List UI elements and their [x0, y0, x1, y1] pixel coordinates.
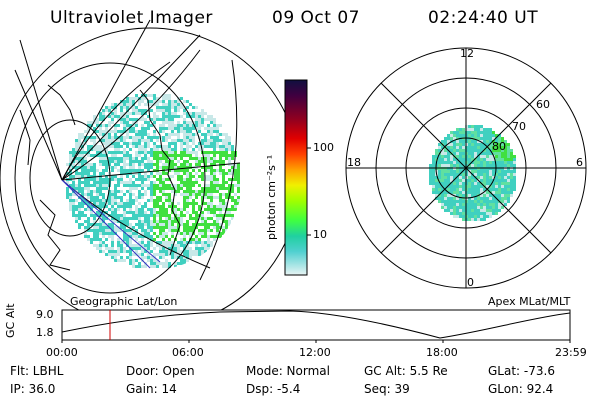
mlt-label-6: 6 [576, 156, 583, 169]
instrument-title: Ultraviolet Imager [50, 8, 213, 28]
date-label: 09 Oct 07 [272, 8, 360, 28]
info-door: Door: Open [126, 364, 195, 378]
info-flt: Flt: LBHL [10, 364, 64, 378]
polar-map [345, 47, 587, 289]
info-mode: Mode: Normal [246, 364, 330, 378]
time-tick-0000: 00:00 [46, 346, 78, 359]
satellite-track [61, 179, 161, 269]
info-seq: Seq: 39 [364, 382, 410, 396]
apex-panel-label: Apex MLat/MLT [488, 295, 571, 308]
info-glon: GLon: 92.4 [488, 382, 554, 396]
colorbar [284, 79, 311, 276]
lat-label-70: 70 [512, 120, 526, 133]
time-tick-1800: 18:00 [426, 346, 458, 359]
geo-panel-label: Geographic Lat/Lon [70, 295, 178, 308]
info-glat: GLat: -73.6 [488, 364, 555, 378]
info-gc-alt: GC Alt: 5.5 Re [364, 364, 448, 378]
orbit-timeline [61, 309, 571, 343]
time-tick-1200: 12:00 [299, 346, 331, 359]
info-ip: IP: 36.0 [10, 382, 56, 396]
colorbar-tick-10: 10 [313, 228, 327, 241]
lat-label-60: 60 [536, 98, 550, 111]
colorbar-tick-100: 100 [313, 141, 334, 154]
timeline-ymin: 1.8 [36, 326, 54, 339]
info-dsp: Dsp: -5.4 [246, 382, 301, 396]
info-gain: Gain: 14 [126, 382, 177, 396]
lat-label-80: 80 [492, 140, 506, 153]
coastline [19, 84, 181, 271]
mlt-label-12: 12 [460, 47, 474, 60]
time-tick-2359: 23:59 [555, 346, 587, 359]
colorbar-unit-label: photon cm⁻²s⁻¹ [265, 154, 278, 240]
left-aurora-image [66, 94, 240, 268]
time-label: 02:24:40 UT [428, 8, 539, 28]
mlt-label-18: 18 [347, 156, 361, 169]
geographic-map [0, 19, 301, 329]
time-tick-0600: 06:00 [172, 346, 204, 359]
timeline-ylabel: GC Alt [4, 303, 17, 338]
mlt-label-0: 0 [467, 276, 474, 289]
timeline-ymax: 9.0 [36, 308, 54, 321]
